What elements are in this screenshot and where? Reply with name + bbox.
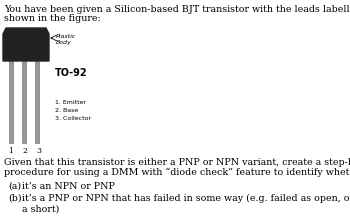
Text: (a): (a) <box>8 182 21 191</box>
Text: procedure for using a DMM with “diode check” feature to identify whether: procedure for using a DMM with “diode ch… <box>4 168 350 177</box>
Text: 1: 1 <box>8 147 13 155</box>
Polygon shape <box>3 28 49 61</box>
Bar <box>9 61 13 143</box>
Text: 1. Emitter: 1. Emitter <box>55 100 86 105</box>
Text: (b): (b) <box>8 194 22 203</box>
Bar <box>35 61 39 143</box>
Text: Given that this transistor is either a PNP or NPN variant, create a step-by-step: Given that this transistor is either a P… <box>4 158 350 167</box>
Text: You have been given a Silicon-based BJT transistor with the leads labelled as: You have been given a Silicon-based BJT … <box>4 5 350 14</box>
Text: it’s an NPN or PNP: it’s an NPN or PNP <box>22 182 115 191</box>
Text: 2: 2 <box>22 147 27 155</box>
Text: shown in the figure:: shown in the figure: <box>4 14 101 23</box>
Text: 3: 3 <box>36 147 41 155</box>
Text: 3. Collector: 3. Collector <box>55 116 91 121</box>
Text: a short): a short) <box>22 205 60 214</box>
Text: 2. Base: 2. Base <box>55 108 78 113</box>
Bar <box>22 61 26 143</box>
Text: TO-92: TO-92 <box>55 68 88 78</box>
Text: Plastic
Body: Plastic Body <box>56 34 76 45</box>
Text: it’s a PNP or NPN that has failed in some way (e.g. failed as open, or as: it’s a PNP or NPN that has failed in som… <box>22 194 350 203</box>
